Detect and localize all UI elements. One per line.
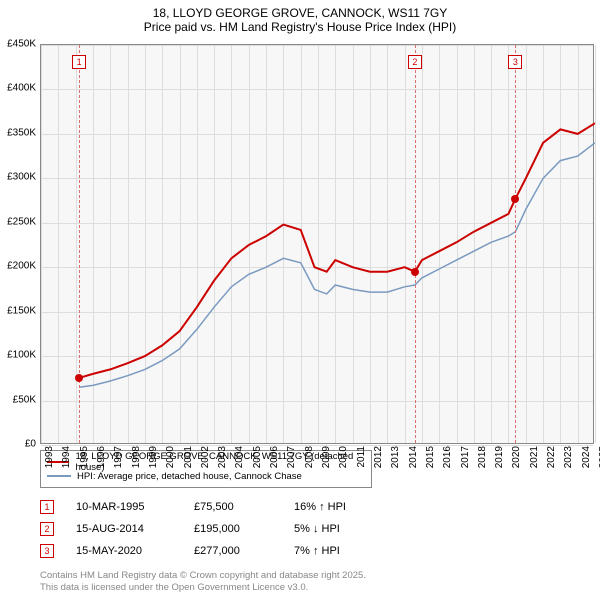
transaction-point (511, 195, 519, 203)
transaction-delta: 5% ↓ HPI (294, 523, 394, 535)
x-axis-label: 1996 (96, 446, 107, 476)
y-axis-label: £0 (25, 439, 36, 450)
y-axis-label: £50K (13, 394, 36, 405)
line-layer (41, 45, 595, 445)
title-subtitle: Price paid vs. HM Land Registry's House … (0, 20, 600, 34)
gridline-vertical (595, 45, 596, 443)
x-axis-label: 1997 (113, 446, 124, 476)
transaction-row: 2 15-AUG-2014£195,0005% ↓ HPI (40, 518, 600, 540)
x-axis-label: 2012 (373, 446, 384, 476)
transaction-price: £75,500 (194, 501, 294, 513)
series-price_paid (79, 123, 595, 378)
x-axis-label: 2022 (546, 446, 557, 476)
x-axis-label: 2005 (252, 446, 263, 476)
x-axis-label: 2020 (511, 446, 522, 476)
x-axis-label: 2014 (408, 446, 419, 476)
transaction-vline (79, 45, 80, 443)
transaction-point (75, 374, 83, 382)
x-axis-label: 2001 (183, 446, 194, 476)
x-axis-label: 1998 (131, 446, 142, 476)
chart-area: 123 £0£50K£100K£150K£200K£250K£300K£350K… (40, 44, 594, 444)
x-axis-label: 2010 (338, 446, 349, 476)
transaction-row: 1 10-MAR-1995£75,50016% ↑ HPI (40, 496, 600, 518)
y-axis-label: £350K (7, 127, 36, 138)
x-axis-label: 2000 (165, 446, 176, 476)
x-axis-label: 2003 (217, 446, 228, 476)
transaction-vline (515, 45, 516, 443)
transaction-row: 3 15-MAY-2020£277,0007% ↑ HPI (40, 540, 600, 562)
x-axis-label: 2017 (460, 446, 471, 476)
x-axis-label: 2007 (286, 446, 297, 476)
transactions-table: 1 10-MAR-1995£75,50016% ↑ HPI 2 15-AUG-2014… (40, 496, 600, 562)
transaction-delta: 16% ↑ HPI (294, 501, 394, 513)
title-block: 18, LLOYD GEORGE GROVE, CANNOCK, WS11 7G… (0, 0, 600, 34)
transaction-price: £195,000 (194, 523, 294, 535)
plot-background: 1 2 3 (40, 44, 594, 444)
x-axis-label: 2024 (581, 446, 592, 476)
x-axis-label: 2009 (321, 446, 332, 476)
x-axis-label: 2015 (425, 446, 436, 476)
transaction-marker-small: 2 (40, 522, 54, 536)
x-axis-label: 2021 (529, 446, 540, 476)
y-axis-label: £200K (7, 261, 36, 272)
y-axis-label: £100K (7, 350, 36, 361)
attribution: Contains HM Land Registry data © Crown c… (40, 570, 600, 595)
transaction-marker: 2 (408, 55, 422, 69)
title-address: 18, LLOYD GEORGE GROVE, CANNOCK, WS11 7G… (0, 6, 600, 20)
transaction-vline (415, 45, 416, 443)
transaction-date: 10-MAR-1995 (76, 501, 194, 513)
attribution-line2: This data is licensed under the Open Gov… (40, 582, 600, 594)
transaction-delta: 7% ↑ HPI (294, 545, 394, 557)
x-axis-label: 2011 (356, 446, 367, 476)
transaction-marker-small: 3 (40, 544, 54, 558)
transaction-marker: 3 (508, 55, 522, 69)
x-axis-label: 2002 (200, 446, 211, 476)
transaction-point (411, 268, 419, 276)
x-axis-label: 2004 (234, 446, 245, 476)
transaction-marker-small: 1 (40, 500, 54, 514)
x-axis-label: 2013 (390, 446, 401, 476)
series-hpi (79, 143, 595, 387)
x-axis-label: 1994 (61, 446, 72, 476)
attribution-line1: Contains HM Land Registry data © Crown c… (40, 570, 600, 582)
x-axis-label: 2016 (442, 446, 453, 476)
x-axis-label: 1999 (148, 446, 159, 476)
transaction-date: 15-MAY-2020 (76, 545, 194, 557)
transaction-marker: 1 (72, 55, 86, 69)
x-axis-label: 1993 (44, 446, 55, 476)
x-axis-label: 2018 (477, 446, 488, 476)
x-axis-label: 1995 (79, 446, 90, 476)
x-axis-label: 2006 (269, 446, 280, 476)
x-axis-label: 2008 (304, 446, 315, 476)
chart-container: 18, LLOYD GEORGE GROVE, CANNOCK, WS11 7G… (0, 0, 600, 590)
y-axis-label: £450K (7, 39, 36, 50)
x-axis-label: 2023 (563, 446, 574, 476)
transaction-date: 15-AUG-2014 (76, 523, 194, 535)
y-axis-label: £250K (7, 216, 36, 227)
y-axis-label: £300K (7, 172, 36, 183)
y-axis-label: £150K (7, 305, 36, 316)
y-axis-label: £400K (7, 83, 36, 94)
x-axis-label: 2019 (494, 446, 505, 476)
transaction-price: £277,000 (194, 545, 294, 557)
